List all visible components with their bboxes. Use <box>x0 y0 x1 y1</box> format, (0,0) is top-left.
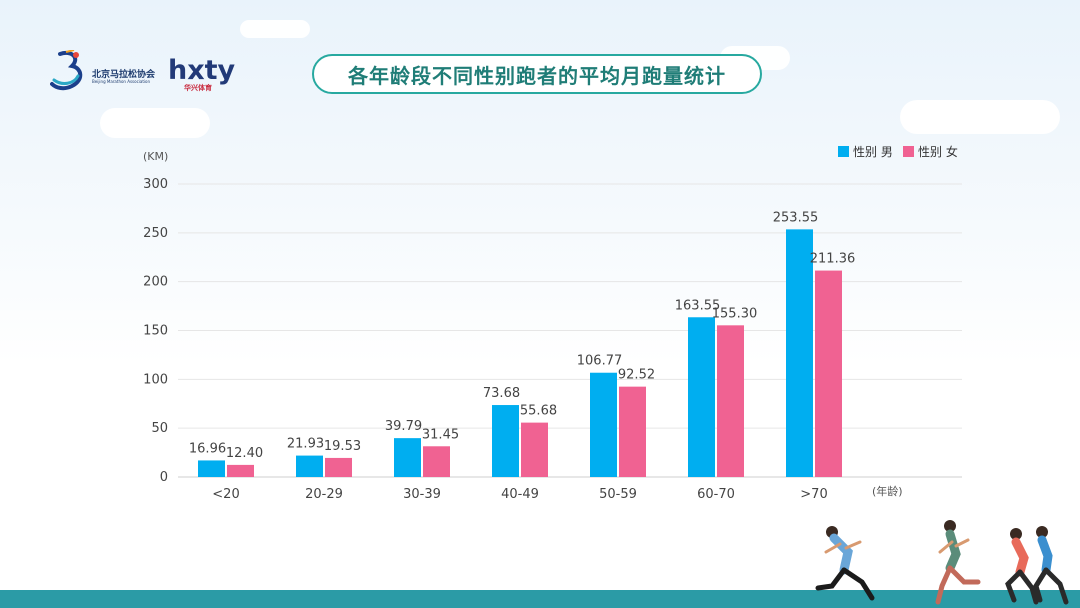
x-tick-label: 50-59 <box>599 487 637 502</box>
bar-female <box>325 457 352 477</box>
chart-labels: 0 50 100 150 200 250 300 16.96 12.40 <20 21.93 19.5… <box>143 177 855 502</box>
data-label: 19.53 <box>324 439 361 454</box>
bar-male <box>786 229 813 477</box>
cloud-decoration <box>900 100 1060 134</box>
y-tick-label: 200 <box>143 275 168 290</box>
chart-bars <box>198 229 842 477</box>
runner-figure <box>1005 528 1039 605</box>
bar-female <box>717 325 744 477</box>
data-label: 155.30 <box>712 306 758 321</box>
x-tick-label: 20-29 <box>305 487 343 502</box>
chart-legend: 性别 男 性别 女 <box>838 144 958 159</box>
brand-logos: 北京马拉松协会 Beijing Marathon Association hxt… <box>50 50 236 92</box>
legend-label: 性别 男 <box>853 145 893 159</box>
data-label: 12.40 <box>226 446 263 461</box>
data-label: 92.52 <box>618 368 655 383</box>
y-tick-label: 250 <box>143 226 168 241</box>
hxty-wordmark: hxty <box>168 55 236 86</box>
hxty-subtitle: 华兴体育 <box>184 83 212 92</box>
y-tick-label: 0 <box>160 470 168 485</box>
x-axis-unit: (年龄) <box>872 484 903 498</box>
data-label: 39.79 <box>385 419 422 434</box>
bar-female <box>815 270 842 477</box>
page-title: 各年龄段不同性别跑者的平均月跑量统计 <box>312 54 762 94</box>
association-name: 北京马拉松协会 <box>92 68 156 80</box>
data-label: 253.55 <box>773 210 819 225</box>
bar-female <box>521 422 548 477</box>
bar-male <box>198 460 225 477</box>
data-label: 211.36 <box>810 252 856 267</box>
bar-male <box>688 317 715 477</box>
data-label: 16.96 <box>189 441 226 456</box>
runner-figure <box>1033 526 1069 605</box>
legend-swatch <box>838 146 849 157</box>
bar-female <box>227 464 254 477</box>
x-tick-label: >70 <box>800 487 827 502</box>
bar-male <box>492 405 519 477</box>
hxty-logo: hxty 华兴体育 <box>168 55 236 92</box>
data-label: 163.55 <box>675 298 721 313</box>
y-tick-label: 150 <box>143 324 168 339</box>
x-tick-label: <20 <box>212 487 239 502</box>
bar-male <box>296 455 323 477</box>
x-tick-label: 40-49 <box>501 487 539 502</box>
runner-figure <box>815 526 875 601</box>
y-tick-label: 50 <box>151 421 168 436</box>
bar-female <box>423 446 450 477</box>
runner-figure <box>935 520 981 605</box>
bar-female <box>619 386 646 477</box>
y-axis-unit: (KM) <box>143 150 168 163</box>
bar-male <box>394 438 421 477</box>
y-tick-label: 100 <box>143 372 168 387</box>
beijing-marathon-logo: 北京马拉松协会 Beijing Marathon Association <box>50 50 156 91</box>
runners-illustration <box>815 520 1069 605</box>
data-label: 106.77 <box>577 354 623 369</box>
bar-male <box>590 372 617 477</box>
footer-band <box>0 590 1080 608</box>
association-subtitle: Beijing Marathon Association <box>92 79 150 84</box>
legend-label: 性别 女 <box>918 144 958 159</box>
x-tick-label: 60-70 <box>697 487 735 502</box>
y-tick-label: 300 <box>143 177 168 192</box>
data-label: 73.68 <box>483 386 520 401</box>
data-label: 55.68 <box>520 404 557 419</box>
chart-grid <box>178 183 962 478</box>
cloud-decoration <box>100 108 210 138</box>
x-tick-label: 30-39 <box>403 487 441 502</box>
data-label: 21.93 <box>287 437 324 452</box>
cloud-decoration <box>240 20 310 38</box>
data-label: 31.45 <box>422 427 459 442</box>
legend-swatch <box>903 146 914 157</box>
